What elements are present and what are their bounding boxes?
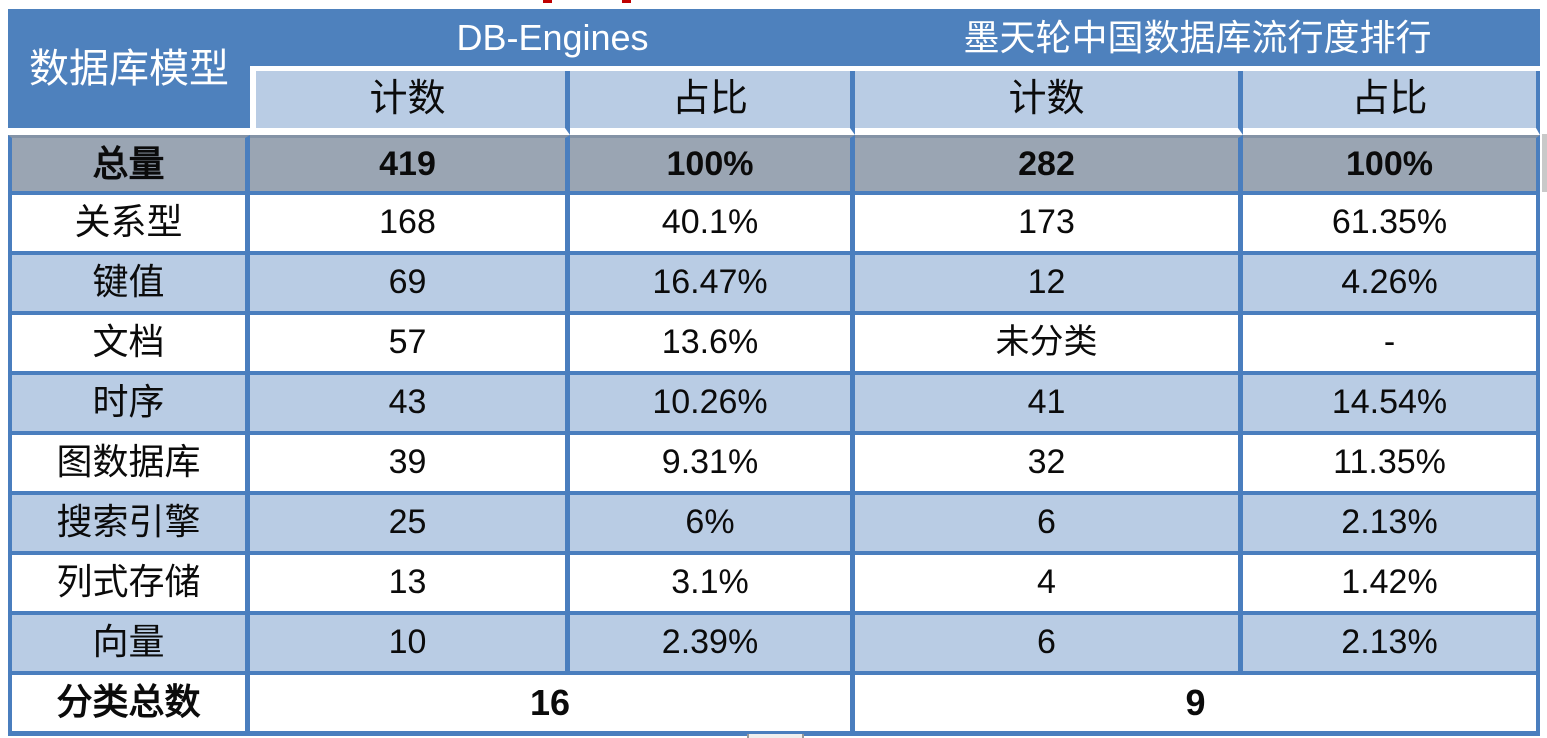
header-group-db-engines: DB-Engines [250, 9, 855, 71]
header-count-db-engines: 计数 [250, 71, 570, 135]
table-row: 图数据库 39 9.31% 32 11.35% [8, 435, 1541, 495]
cell-value: 6 [855, 495, 1243, 555]
cell-value: 3.1% [570, 555, 855, 615]
cell-value: 13.6% [570, 315, 855, 375]
cell-value: 2.13% [1243, 615, 1541, 675]
cell-value: 168 [250, 195, 570, 255]
red-ink-artifact [622, 0, 631, 3]
cell-value: 419 [250, 135, 570, 195]
cell-value: 2.13% [1243, 495, 1541, 555]
scrollbar-artifact[interactable] [747, 734, 804, 738]
footer-total-db-engines: 16 [250, 675, 855, 736]
cell-value: 14.54% [1243, 375, 1541, 435]
cell-value: 16.47% [570, 255, 855, 315]
table-row: 搜索引擎 25 6% 6 2.13% [8, 495, 1541, 555]
cell-value: 10 [250, 615, 570, 675]
table-body: 数据库模型 DB-Engines 墨天轮中国数据库流行度排行 计数 占比 计数 … [8, 9, 1541, 736]
table-row: 向量 10 2.39% 6 2.13% [8, 615, 1541, 675]
cell-value: 10.26% [570, 375, 855, 435]
header-row-groups: 数据库模型 DB-Engines 墨天轮中国数据库流行度排行 [8, 9, 1541, 135]
table-row: 键值 69 16.47% 12 4.26% [8, 255, 1541, 315]
right-edge-artifact [1542, 134, 1547, 192]
cell-value: 25 [250, 495, 570, 555]
footer-label: 分类总数 [8, 675, 250, 736]
table-row: 文档 57 13.6% 未分类 - [8, 315, 1541, 375]
table-row: 关系型 168 40.1% 173 61.35% [8, 195, 1541, 255]
cell-value: 6% [570, 495, 855, 555]
cell-value: 9.31% [570, 435, 855, 495]
header-share-db-engines: 占比 [570, 71, 855, 135]
row-label: 时序 [8, 375, 250, 435]
row-label: 关系型 [8, 195, 250, 255]
row-label: 搜索引擎 [8, 495, 250, 555]
cell-value: 12 [855, 255, 1243, 315]
cell-value: 2.39% [570, 615, 855, 675]
header-database-model: 数据库模型 [8, 9, 250, 135]
cell-value: 57 [250, 315, 570, 375]
header-share-modb: 占比 [1243, 71, 1541, 135]
header-count-modb: 计数 [855, 71, 1243, 135]
footer-row: 分类总数 16 9 [8, 675, 1541, 736]
header-gap-divider [250, 66, 256, 128]
cell-value: 40.1% [570, 195, 855, 255]
cell-value: 4.26% [1243, 255, 1541, 315]
cell-value: 1.42% [1243, 555, 1541, 615]
cell-value: 11.35% [1243, 435, 1541, 495]
cell-value: 6 [855, 615, 1243, 675]
cell-value: 173 [855, 195, 1243, 255]
table-row: 列式存储 13 3.1% 4 1.42% [8, 555, 1541, 615]
table-row: 时序 43 10.26% 41 14.54% [8, 375, 1541, 435]
red-ink-artifact [543, 0, 552, 3]
header-row-metrics: 计数 占比 计数 占比 [8, 71, 1541, 135]
footer-total-modb: 9 [855, 675, 1541, 736]
row-label: 文档 [8, 315, 250, 375]
cell-value: 4 [855, 555, 1243, 615]
row-label: 图数据库 [8, 435, 250, 495]
cell-value: 32 [855, 435, 1243, 495]
row-label: 列式存储 [8, 555, 250, 615]
header-group-modb: 墨天轮中国数据库流行度排行 [855, 9, 1541, 71]
row-label: 键值 [8, 255, 250, 315]
cell-value: 100% [1243, 135, 1541, 195]
comparison-table: 数据库模型 DB-Engines 墨天轮中国数据库流行度排行 计数 占比 计数 … [8, 9, 1541, 736]
cell-value: 39 [250, 435, 570, 495]
cell-value: 282 [855, 135, 1243, 195]
cell-value: 61.35% [1243, 195, 1541, 255]
table-row: 总量 419 100% 282 100% [8, 135, 1541, 195]
cell-value: - [1243, 315, 1541, 375]
cell-value: 未分类 [855, 315, 1243, 375]
row-label: 向量 [8, 615, 250, 675]
row-label: 总量 [8, 135, 250, 195]
cell-value: 100% [570, 135, 855, 195]
cell-value: 41 [855, 375, 1243, 435]
cell-value: 13 [250, 555, 570, 615]
cell-value: 69 [250, 255, 570, 315]
cell-value: 43 [250, 375, 570, 435]
